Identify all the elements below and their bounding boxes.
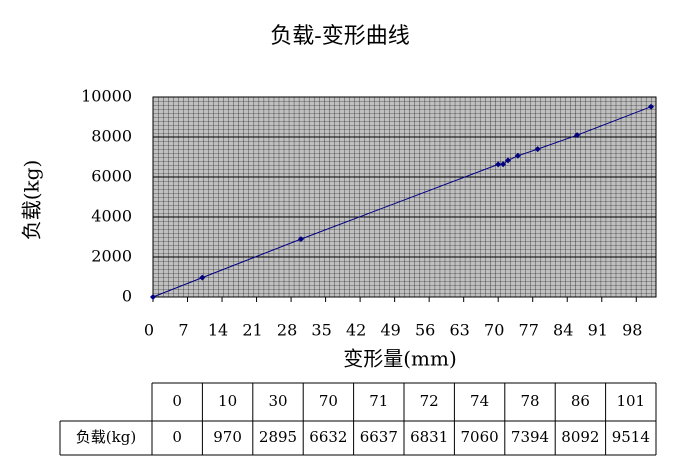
data-point — [199, 274, 206, 281]
y-tick-label: 4000 — [91, 207, 132, 226]
table-header-cell: 78 — [520, 392, 539, 410]
table-cell: 9514 — [612, 428, 650, 446]
table-row-header: 负载(kg) — [76, 428, 136, 446]
x-tick-label: 91 — [588, 321, 608, 340]
x-tick-label: 63 — [449, 321, 469, 340]
table-cell: 970 — [213, 428, 242, 446]
y-tick-label: 6000 — [91, 167, 132, 186]
table-cell: 6637 — [360, 428, 398, 446]
table-header-cell: 74 — [470, 392, 489, 410]
chart-title: 负载-变形曲线 — [270, 24, 409, 49]
table-cell: 7060 — [461, 428, 499, 446]
table-header-cell: 86 — [571, 392, 590, 410]
data-line — [152, 106, 652, 298]
y-tick-label: 0 — [122, 287, 132, 306]
data-point — [150, 294, 156, 300]
x-tick-label: 70 — [484, 321, 504, 340]
data-point — [648, 103, 655, 110]
table-header-cell: 71 — [369, 392, 388, 410]
data-point — [505, 157, 512, 164]
data-point — [297, 236, 304, 243]
y-tick-label: 8000 — [91, 127, 132, 146]
x-tick-label: 35 — [311, 321, 331, 340]
y-tick-label: 10000 — [81, 87, 132, 106]
data-point — [574, 132, 581, 139]
data-point — [500, 161, 507, 168]
table-header-cell: 30 — [268, 392, 287, 410]
x-tick-label: 77 — [519, 321, 539, 340]
x-tick-label: 21 — [242, 321, 262, 340]
data-point — [514, 152, 521, 159]
table-cell: 7394 — [511, 428, 549, 446]
x-tick-label: 56 — [415, 321, 435, 340]
table-header-cell: 10 — [218, 392, 237, 410]
x-tick-label: 49 — [380, 321, 400, 340]
x-tick-label: 84 — [553, 321, 573, 340]
table-cell: 6831 — [410, 428, 448, 446]
table-cell: 8092 — [561, 428, 599, 446]
y-tick-label: 2000 — [91, 247, 132, 266]
table-cell: 0 — [172, 428, 182, 446]
x-tick-label: 42 — [346, 321, 366, 340]
data-point — [495, 161, 502, 168]
table-cell: 2895 — [259, 428, 297, 446]
table-header-cell: 0 — [172, 392, 182, 410]
table-header-cell: 101 — [616, 392, 645, 410]
table-header-cell: 72 — [420, 392, 439, 410]
table-header-cell: 70 — [319, 392, 338, 410]
table-cell: 6632 — [309, 428, 347, 446]
x-axis-label: 变形量(mm) — [343, 347, 457, 371]
x-tick-label: 0 — [144, 321, 154, 340]
y-axis-label: 负载(kg) — [20, 160, 44, 241]
data-point — [534, 146, 541, 153]
x-tick-label: 98 — [622, 321, 642, 340]
x-tick-label: 14 — [208, 321, 228, 340]
x-tick-label: 7 — [178, 321, 188, 340]
x-tick-label: 28 — [277, 321, 297, 340]
